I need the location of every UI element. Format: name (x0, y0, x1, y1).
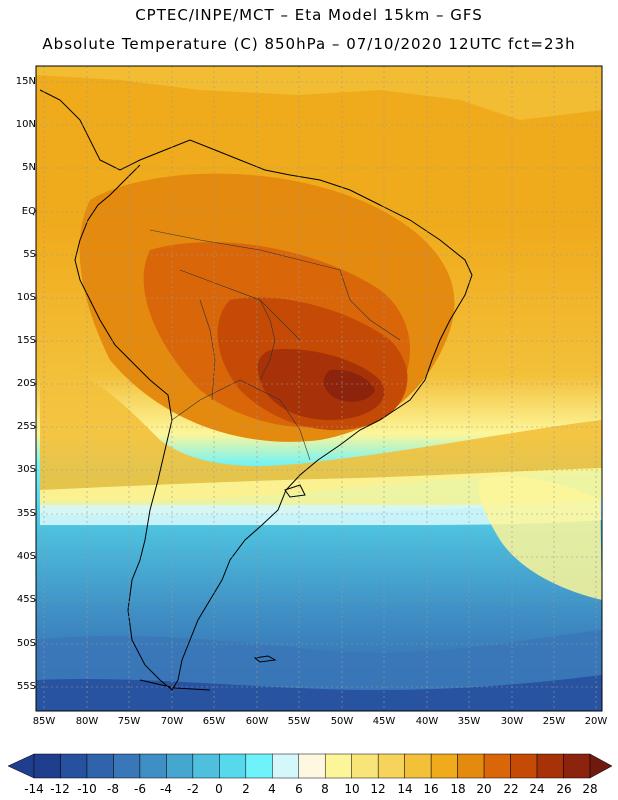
colorbar-bin (60, 753, 88, 779)
colorbar-bin (272, 753, 300, 779)
colorbar-label: -8 (107, 782, 119, 796)
lat-label: 55S (16, 681, 36, 692)
colorbar-bin (457, 753, 485, 779)
map-title-line-1: CPTEC/INPE/MCT – Eta Model 15km – GFS (135, 6, 483, 24)
colorbar-bin (113, 753, 141, 779)
colorbar-label: 2 (242, 782, 250, 796)
colorbar-bin (192, 753, 220, 779)
lat-label: 5N (22, 162, 36, 173)
colorbar-bin (510, 753, 538, 779)
south-america-coastline (39, 89, 473, 691)
lat-label: 10N (15, 119, 36, 130)
colorbar-label: 12 (370, 782, 386, 796)
colorbar-label: 10 (344, 782, 360, 796)
lat-label: 20S (16, 378, 36, 389)
colorbar-label: 0 (215, 782, 223, 796)
colorbar-label: -6 (134, 782, 146, 796)
colorbar-low-arrow (7, 753, 35, 779)
colorbar-bin (219, 753, 247, 779)
colorbar-label: 28 (582, 782, 598, 796)
colorbar-label: -4 (160, 782, 172, 796)
colorbar-bin (351, 753, 379, 779)
lat-label: 15N (15, 76, 36, 87)
lon-label: 45W (372, 716, 396, 727)
lon-label: 85W (32, 716, 56, 727)
lon-label: 35W (457, 716, 481, 727)
colorbar-label: 16 (423, 782, 439, 796)
colorbar-bin (139, 753, 167, 779)
lon-label: 75W (117, 716, 141, 727)
colorbar-bin (377, 753, 405, 779)
colorbar-bin (33, 753, 61, 779)
colorbar-high-arrow (589, 753, 613, 779)
colorbar-label: 24 (529, 782, 545, 796)
colorbar-label: 22 (503, 782, 519, 796)
lat-label: EQ (21, 206, 36, 217)
colorbar-bin (563, 753, 591, 779)
lat-label: 15S (16, 335, 36, 346)
lon-label: 40W (415, 716, 439, 727)
map-title-line-2: Absolute Temperature (C) 850hPa – 07/10/… (42, 35, 576, 53)
colorbar-bin (166, 753, 194, 779)
lat-label: 50S (16, 638, 36, 649)
colorbar-label: -12 (50, 782, 70, 796)
colorbar-label: 8 (321, 782, 329, 796)
lon-label: 65W (202, 716, 226, 727)
colorbar-bin (324, 753, 352, 779)
lon-label: 20W (584, 716, 608, 727)
colorbar-label: 20 (476, 782, 492, 796)
graticule (36, 66, 602, 711)
colorbar-bin (536, 753, 564, 779)
map-frame (35, 65, 603, 712)
colorbar-label: 4 (268, 782, 276, 796)
lon-label: 55W (287, 716, 311, 727)
lon-label: 60W (245, 716, 269, 727)
lat-label: 40S (16, 551, 36, 562)
lon-label: 50W (330, 716, 354, 727)
temperature-field (36, 66, 602, 711)
lon-label: 80W (75, 716, 99, 727)
colorbar-label: -10 (77, 782, 97, 796)
colorbar (7, 753, 613, 779)
lat-label: 5S (23, 249, 36, 260)
lat-label: 25S (16, 421, 36, 432)
colorbar-label: -14 (24, 782, 44, 796)
lat-label: 30S (16, 464, 36, 475)
lon-label: 25W (542, 716, 566, 727)
colorbar-label: 14 (397, 782, 413, 796)
lon-label: 70W (160, 716, 184, 727)
lat-label: 10S (16, 292, 36, 303)
colorbar-label: 6 (295, 782, 303, 796)
country-borders (149, 229, 401, 461)
colorbar-bin (404, 753, 432, 779)
colorbar-bin (245, 753, 273, 779)
lat-label: 45S (16, 594, 36, 605)
colorbar-bin (298, 753, 326, 779)
colorbar-label: 18 (450, 782, 466, 796)
colorbar-label: -2 (187, 782, 199, 796)
lon-label: 30W (500, 716, 524, 727)
colorbar-label: 26 (556, 782, 572, 796)
colorbar-bin (86, 753, 114, 779)
lat-label: 35S (16, 508, 36, 519)
colorbar-bin (483, 753, 511, 779)
colorbar-bin (430, 753, 458, 779)
